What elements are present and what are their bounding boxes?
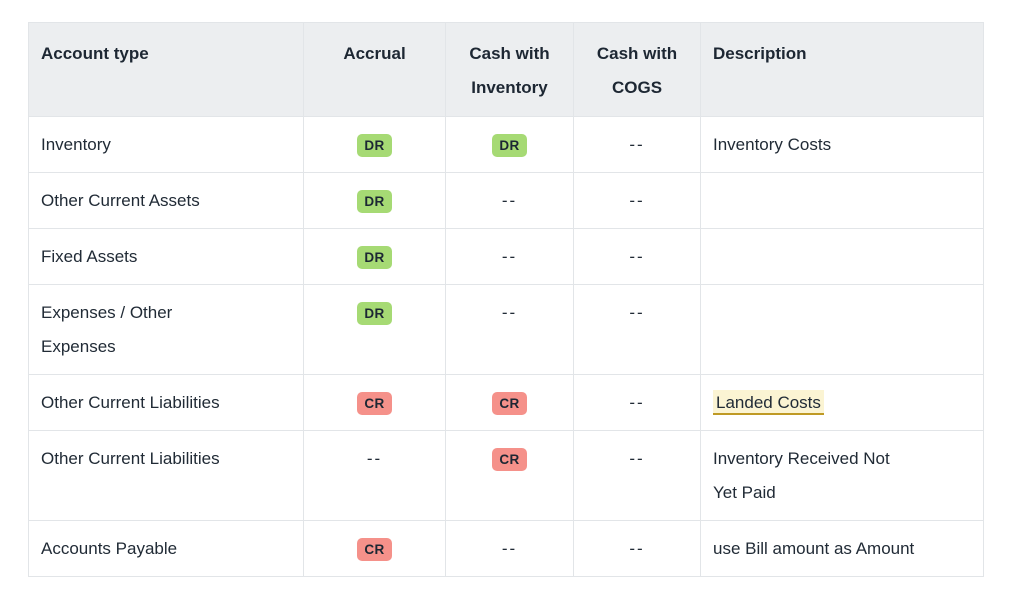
empty-value: -- xyxy=(629,449,645,468)
cash-with-inventory-cell: -- xyxy=(445,172,574,229)
description-cell: Inventory Costs xyxy=(700,116,984,173)
debit-badge: DR xyxy=(492,134,527,158)
account-type-cell: Other Current Liabilities xyxy=(28,374,304,431)
empty-value: -- xyxy=(629,191,645,210)
account-type-label: Fixed Assets xyxy=(41,247,138,266)
account-type-cell: Other Current Liabilities xyxy=(28,430,304,521)
description-text: Inventory Received Not Yet Paid xyxy=(713,449,890,502)
table-row: Other Current Liabilities -- CR -- Inven… xyxy=(28,430,984,521)
debit-badge: DR xyxy=(357,302,392,326)
account-type-label: Other Current Liabilities xyxy=(41,449,220,468)
empty-value: -- xyxy=(501,303,518,322)
cash-with-inventory-cell: CR xyxy=(445,374,574,431)
header-row: Account type Accrual Cash with Inventory… xyxy=(28,22,984,117)
cash-with-inventory-cell: DR xyxy=(445,116,574,173)
account-mapping-table: Account type Accrual Cash with Inventory… xyxy=(28,22,984,577)
description-cell xyxy=(700,284,984,375)
cash-with-cogs-cell: -- xyxy=(573,228,701,285)
account-type-cell: Fixed Assets xyxy=(28,228,304,285)
cash-with-cogs-cell: -- xyxy=(573,520,701,577)
description-text: use Bill amount as Amount xyxy=(713,539,915,558)
column-header-account-type: Account type xyxy=(28,22,304,117)
credit-badge: CR xyxy=(357,392,392,416)
debit-badge: DR xyxy=(357,134,392,158)
empty-value: -- xyxy=(501,191,518,210)
cash-with-inventory-cell: -- xyxy=(445,228,574,285)
accrual-cell: CR xyxy=(303,374,446,431)
account-type-label: Inventory xyxy=(41,135,111,154)
accrual-cell: CR xyxy=(303,520,446,577)
empty-value: -- xyxy=(629,303,645,322)
cash-with-cogs-cell: -- xyxy=(573,172,701,229)
account-type-cell: Accounts Payable xyxy=(28,520,304,577)
table-row: Fixed Assets DR -- -- xyxy=(28,228,984,285)
empty-value: -- xyxy=(501,539,518,558)
table-row: Other Current Assets DR -- -- xyxy=(28,172,984,229)
account-type-label: Accounts Payable xyxy=(41,539,178,558)
description-text: Inventory Costs xyxy=(713,135,832,154)
empty-value: -- xyxy=(366,449,383,468)
description-cell: Inventory Received Not Yet Paid xyxy=(700,430,984,521)
empty-value: -- xyxy=(501,247,518,266)
cash-with-cogs-cell: -- xyxy=(573,374,701,431)
description-cell xyxy=(700,228,984,285)
column-header-cash-with-inventory: Cash with Inventory xyxy=(445,22,574,117)
account-type-cell: Other Current Assets xyxy=(28,172,304,229)
description-cell: Landed Costs xyxy=(700,374,984,431)
account-type-cell: Expenses / Other Expenses xyxy=(28,284,304,375)
cash-with-cogs-cell: -- xyxy=(573,284,701,375)
description-cell: use Bill amount as Amount xyxy=(700,520,984,577)
landed-costs-link[interactable]: Landed Costs xyxy=(713,390,824,415)
cash-with-inventory-cell: CR xyxy=(445,430,574,521)
empty-value: -- xyxy=(629,135,645,154)
empty-value: -- xyxy=(629,247,645,266)
accrual-cell: DR xyxy=(303,172,446,229)
cash-with-cogs-cell: -- xyxy=(573,430,701,521)
cash-with-inventory-cell: -- xyxy=(445,520,574,577)
column-header-cash-with-cogs: Cash with COGS xyxy=(573,22,701,117)
column-header-accrual: Accrual xyxy=(303,22,446,117)
account-type-cell: Inventory xyxy=(28,116,304,173)
credit-badge: CR xyxy=(357,538,392,562)
empty-value: -- xyxy=(629,539,645,558)
debit-badge: DR xyxy=(357,246,392,270)
cash-with-cogs-cell: -- xyxy=(573,116,701,173)
column-header-description: Description xyxy=(700,22,984,117)
table-row: Expenses / Other Expenses DR -- -- xyxy=(28,284,984,375)
empty-value: -- xyxy=(629,393,645,412)
credit-badge: CR xyxy=(492,392,527,416)
table-row: Inventory DR DR -- Inventory Costs xyxy=(28,116,984,173)
accrual-cell: DR xyxy=(303,284,446,375)
accrual-cell: -- xyxy=(303,430,446,521)
description-cell xyxy=(700,172,984,229)
account-type-label: Other Current Assets xyxy=(41,191,200,210)
table-row: Other Current Liabilities CR CR -- Lande… xyxy=(28,374,984,431)
accrual-cell: DR xyxy=(303,116,446,173)
credit-badge: CR xyxy=(492,448,527,472)
account-type-label: Other Current Liabilities xyxy=(41,393,220,412)
account-type-label: Expenses / Other Expenses xyxy=(41,303,173,356)
debit-badge: DR xyxy=(357,190,392,214)
accrual-cell: DR xyxy=(303,228,446,285)
cash-with-inventory-cell: -- xyxy=(445,284,574,375)
table-row: Accounts Payable CR -- -- use Bill amoun… xyxy=(28,520,984,577)
